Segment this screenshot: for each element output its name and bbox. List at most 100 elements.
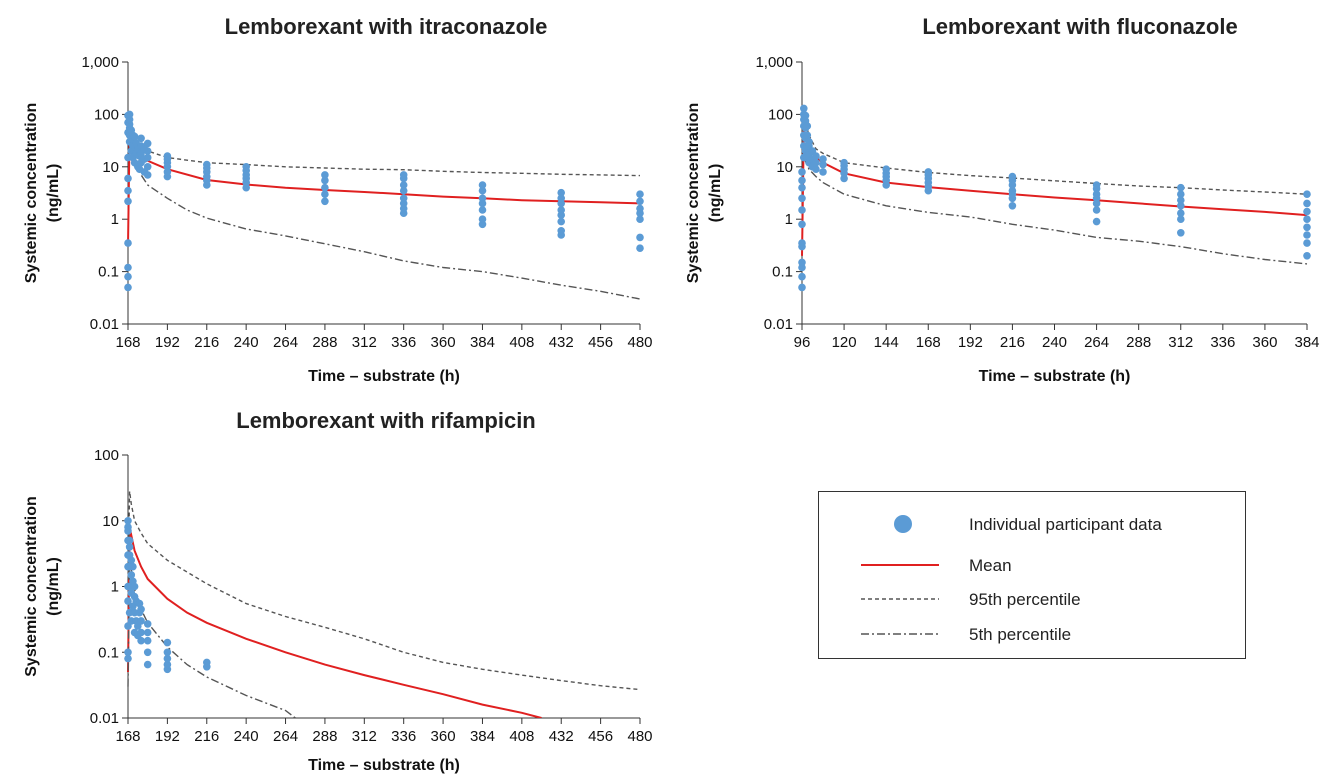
x-tick-label: 168 xyxy=(916,334,941,351)
data-point xyxy=(143,660,152,669)
legend-label-mean: Mean xyxy=(969,556,1012,575)
x-tick-label: 360 xyxy=(431,334,456,351)
data-point xyxy=(1092,190,1101,198)
x-tick-label: 192 xyxy=(958,334,983,351)
y-tick-label: 10 xyxy=(102,159,119,176)
data-point xyxy=(143,171,152,179)
data-point xyxy=(798,183,806,192)
data-point xyxy=(636,244,644,252)
data-point xyxy=(163,638,172,647)
data-point xyxy=(125,543,134,551)
data-point xyxy=(137,617,145,625)
data-point xyxy=(557,188,565,197)
panel-1: Lemborexant with itraconazole Systemic co… xyxy=(23,14,653,385)
data-point xyxy=(130,132,139,141)
data-point xyxy=(557,206,565,214)
data-point xyxy=(143,147,152,155)
data-point xyxy=(1303,207,1311,216)
data-point xyxy=(798,168,806,176)
y-tick-label: 1 xyxy=(785,211,793,228)
data-point xyxy=(399,194,408,203)
x-tick-label: 456 xyxy=(588,334,613,351)
x-tick-label: 168 xyxy=(115,334,140,351)
data-point xyxy=(636,204,644,213)
p5-line xyxy=(128,145,641,300)
x-tick-label: 288 xyxy=(312,728,337,745)
x-tick-label: 216 xyxy=(194,728,219,745)
data-point xyxy=(1303,190,1311,198)
data-point xyxy=(124,517,132,525)
x-axis-label: Time – substrate (h) xyxy=(308,368,460,385)
x-tick-label: 384 xyxy=(470,334,495,351)
p5-line xyxy=(803,157,1308,265)
data-point xyxy=(798,194,806,203)
x-tick-label: 384 xyxy=(470,728,495,745)
data-point xyxy=(143,628,152,637)
data-point xyxy=(321,183,329,192)
data-point xyxy=(798,176,806,185)
x-tick-label: 168 xyxy=(115,728,140,745)
data-point xyxy=(1092,181,1101,189)
data-point xyxy=(801,111,810,120)
p5-line xyxy=(127,555,296,718)
data-point xyxy=(163,660,172,669)
plot-area xyxy=(124,491,641,718)
data-point xyxy=(798,220,806,229)
data-point xyxy=(924,168,933,176)
data-point xyxy=(1303,223,1311,232)
data-point xyxy=(124,239,132,247)
data-point xyxy=(819,155,827,163)
y-tick-label: 0.01 xyxy=(764,316,793,333)
data-point xyxy=(399,171,408,179)
y-tick-label: 0.1 xyxy=(98,644,119,661)
data-point xyxy=(1303,199,1311,208)
data-point xyxy=(125,536,134,545)
legend-label-points: Individual participant data xyxy=(969,515,1162,534)
x-tick-label: 384 xyxy=(1294,334,1319,351)
data-point xyxy=(819,160,827,169)
data-point xyxy=(1177,215,1185,223)
x-tick-label: 480 xyxy=(627,728,652,745)
data-point xyxy=(124,174,132,183)
data-point xyxy=(798,258,806,267)
data-point xyxy=(129,562,137,571)
x-tick-label: 288 xyxy=(312,334,337,351)
mean-line xyxy=(801,129,1308,256)
data-point xyxy=(882,165,890,173)
y-axis-label: (ng/mL) xyxy=(707,164,724,223)
y-axis-label: (ng/mL) xyxy=(45,557,62,616)
data-point xyxy=(819,168,827,176)
data-point xyxy=(321,176,329,185)
data-point xyxy=(143,163,152,171)
x-tick-label: 120 xyxy=(832,334,857,351)
data-point xyxy=(478,215,487,223)
data-point xyxy=(1092,206,1101,214)
y-tick-label: 100 xyxy=(94,447,119,464)
p95-line xyxy=(127,491,641,691)
data-point xyxy=(812,158,820,167)
y-tick-label: 1,000 xyxy=(81,54,119,71)
data-point xyxy=(163,648,172,657)
x-tick-label: 240 xyxy=(234,334,259,351)
data-point xyxy=(1177,229,1185,237)
data-point xyxy=(1177,183,1185,192)
data-point xyxy=(135,599,144,608)
data-point xyxy=(124,523,132,531)
data-point xyxy=(124,186,132,195)
data-point xyxy=(321,197,329,206)
y-tick-label: 0.01 xyxy=(90,316,119,333)
data-point xyxy=(812,152,820,160)
x-tick-label: 312 xyxy=(352,334,377,351)
mean-line xyxy=(127,526,542,718)
data-point xyxy=(800,104,808,113)
data-point xyxy=(143,636,152,645)
x-tick-label: 240 xyxy=(234,728,259,745)
y-tick-label: 100 xyxy=(768,106,793,123)
x-tick-label: 216 xyxy=(194,334,219,351)
y-tick-label: 0.01 xyxy=(90,710,119,727)
data-point xyxy=(1303,215,1311,223)
chart-title: Lemborexant with rifampicin xyxy=(236,408,536,433)
chart-title: Lemborexant with itraconazole xyxy=(225,14,548,39)
